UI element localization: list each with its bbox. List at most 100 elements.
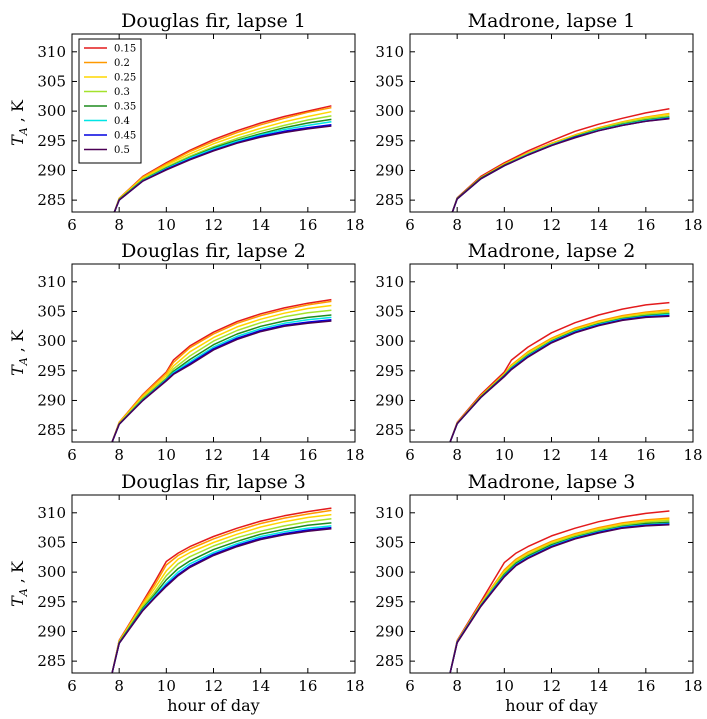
panel-title: Douglas fir, lapse 2	[121, 240, 306, 262]
y-tick-label: 310	[37, 43, 66, 61]
series-line-0.4	[111, 316, 332, 442]
y-tick-label: 300	[37, 102, 66, 120]
legend-label-0.25: 0.25	[114, 73, 136, 84]
chart-panel-2: 6 8 10 12 14 16 18 285 290 295 300 305 310 Madrone, l…	[375, 10, 702, 234]
x-tick-label: 8	[452, 216, 462, 234]
panel-title: Madrone, lapse 1	[468, 10, 636, 32]
x-tick-label: 14	[251, 216, 270, 234]
chart-panel-3: 6 8 10 12 14 16 18 285 290 295 300 305 310 Douglas fi…	[8, 240, 365, 464]
chart-panel-5: 6 8 10 12 14 16 18 285 290 295 300 305 310 Douglas fi…	[8, 471, 365, 715]
series-line-0.25	[451, 113, 670, 212]
y-tick-label: 285	[37, 191, 66, 209]
x-tick-label: 14	[589, 446, 608, 464]
series-line-0.3	[449, 311, 670, 442]
x-tick-label: 18	[345, 677, 364, 695]
y-tick-label: 305	[37, 533, 66, 551]
x-axis-label: hour of day	[505, 696, 597, 715]
series-line-0.3	[451, 115, 670, 212]
y-tick-label: 310	[37, 273, 66, 291]
panel-title: Douglas fir, lapse 1	[121, 10, 306, 32]
y-tick-label: 285	[375, 421, 404, 439]
series-line-0.4	[449, 313, 670, 442]
legend-label-0.3: 0.3	[114, 87, 130, 98]
y-tick-label: 295	[37, 132, 66, 150]
series-group	[449, 510, 670, 673]
y-tick-label: 290	[37, 391, 66, 409]
x-tick-label: 14	[589, 677, 608, 695]
plot-frame	[409, 33, 694, 213]
x-tick-label: 6	[67, 216, 77, 234]
x-tick-label: 6	[405, 677, 415, 695]
x-tick-label: 16	[636, 216, 655, 234]
y-tick-label: 295	[375, 362, 404, 380]
y-tick-label: 290	[375, 161, 404, 179]
series-group	[449, 301, 670, 442]
y-tick-label: 290	[37, 161, 66, 179]
chart-panel-6: 6 8 10 12 14 16 18 285 290 295 300 305 310 Madrone, l…	[375, 471, 702, 715]
series-line-0.15	[451, 108, 670, 212]
series-line-0.5	[111, 528, 332, 673]
x-tick-label: 10	[495, 446, 514, 464]
series-group	[111, 298, 332, 442]
x-tick-label: 6	[405, 446, 415, 464]
legend-label-0.2: 0.2	[114, 58, 130, 69]
y-tick-label: 285	[375, 652, 404, 670]
series-line-0.25	[111, 304, 332, 442]
y-tick-label: 305	[375, 533, 404, 551]
x-tick-label: 16	[636, 446, 655, 464]
x-tick-label: 8	[114, 216, 124, 234]
series-line-0.2	[111, 300, 332, 442]
x-tick-label: 16	[298, 216, 317, 234]
series-line-0.35	[113, 118, 332, 212]
y-tick-label: 285	[37, 421, 66, 439]
x-axis-label: hour of day	[167, 696, 259, 715]
series-line-0.25	[113, 110, 332, 212]
panel-title: Madrone, lapse 3	[468, 471, 636, 493]
y-tick-label: 305	[375, 302, 404, 320]
series-group	[111, 507, 332, 673]
x-tick-label: 18	[345, 216, 364, 234]
x-tick-label: 12	[204, 677, 223, 695]
x-tick-label: 14	[589, 216, 608, 234]
legend: 0.15 0.2 0.25 0.3 0.35 0.4 0.45 0.5	[78, 38, 142, 164]
y-tick-label: 310	[37, 504, 66, 522]
x-tick-label: 12	[542, 216, 561, 234]
x-tick-label: 10	[495, 216, 514, 234]
series-line-0.2	[111, 509, 332, 673]
plot-frame	[71, 263, 356, 443]
y-tick-label: 300	[37, 332, 66, 350]
y-tick-label: 295	[37, 593, 66, 611]
x-tick-label: 12	[542, 677, 561, 695]
y-tick-label: 295	[375, 593, 404, 611]
x-tick-label: 10	[495, 677, 514, 695]
legend-label-0.15: 0.15	[114, 44, 136, 55]
series-line-0.5	[449, 315, 670, 442]
y-tick-label: 290	[375, 622, 404, 640]
series-line-0.25	[449, 310, 670, 442]
x-tick-label: 18	[683, 677, 702, 695]
legend-box	[78, 38, 142, 164]
legend-label-0.4: 0.4	[114, 116, 130, 127]
panel-title: Madrone, lapse 2	[468, 240, 636, 262]
x-tick-label: 6	[405, 216, 415, 234]
y-tick-label: 305	[37, 72, 66, 90]
series-line-0.5	[451, 118, 670, 212]
x-tick-label: 10	[157, 446, 176, 464]
series-line-0.35	[111, 522, 332, 673]
y-tick-label: 300	[37, 563, 66, 581]
x-tick-label: 16	[298, 677, 317, 695]
x-tick-label: 12	[204, 446, 223, 464]
series-line-0.5	[113, 125, 332, 212]
legend-label-0.35: 0.35	[114, 102, 136, 113]
x-tick-label: 8	[114, 446, 124, 464]
series-line-0.5	[111, 320, 332, 442]
series-line-0.4	[451, 116, 670, 212]
legend-label-0.45: 0.45	[114, 131, 136, 142]
panel-title: Douglas fir, lapse 3	[121, 471, 306, 493]
series-line-0.2	[451, 112, 670, 212]
series-line-0.25	[111, 513, 332, 673]
y-tick-label: 310	[375, 273, 404, 291]
y-tick-label: 310	[375, 504, 404, 522]
y-tick-label: 290	[37, 622, 66, 640]
x-tick-label: 16	[298, 446, 317, 464]
